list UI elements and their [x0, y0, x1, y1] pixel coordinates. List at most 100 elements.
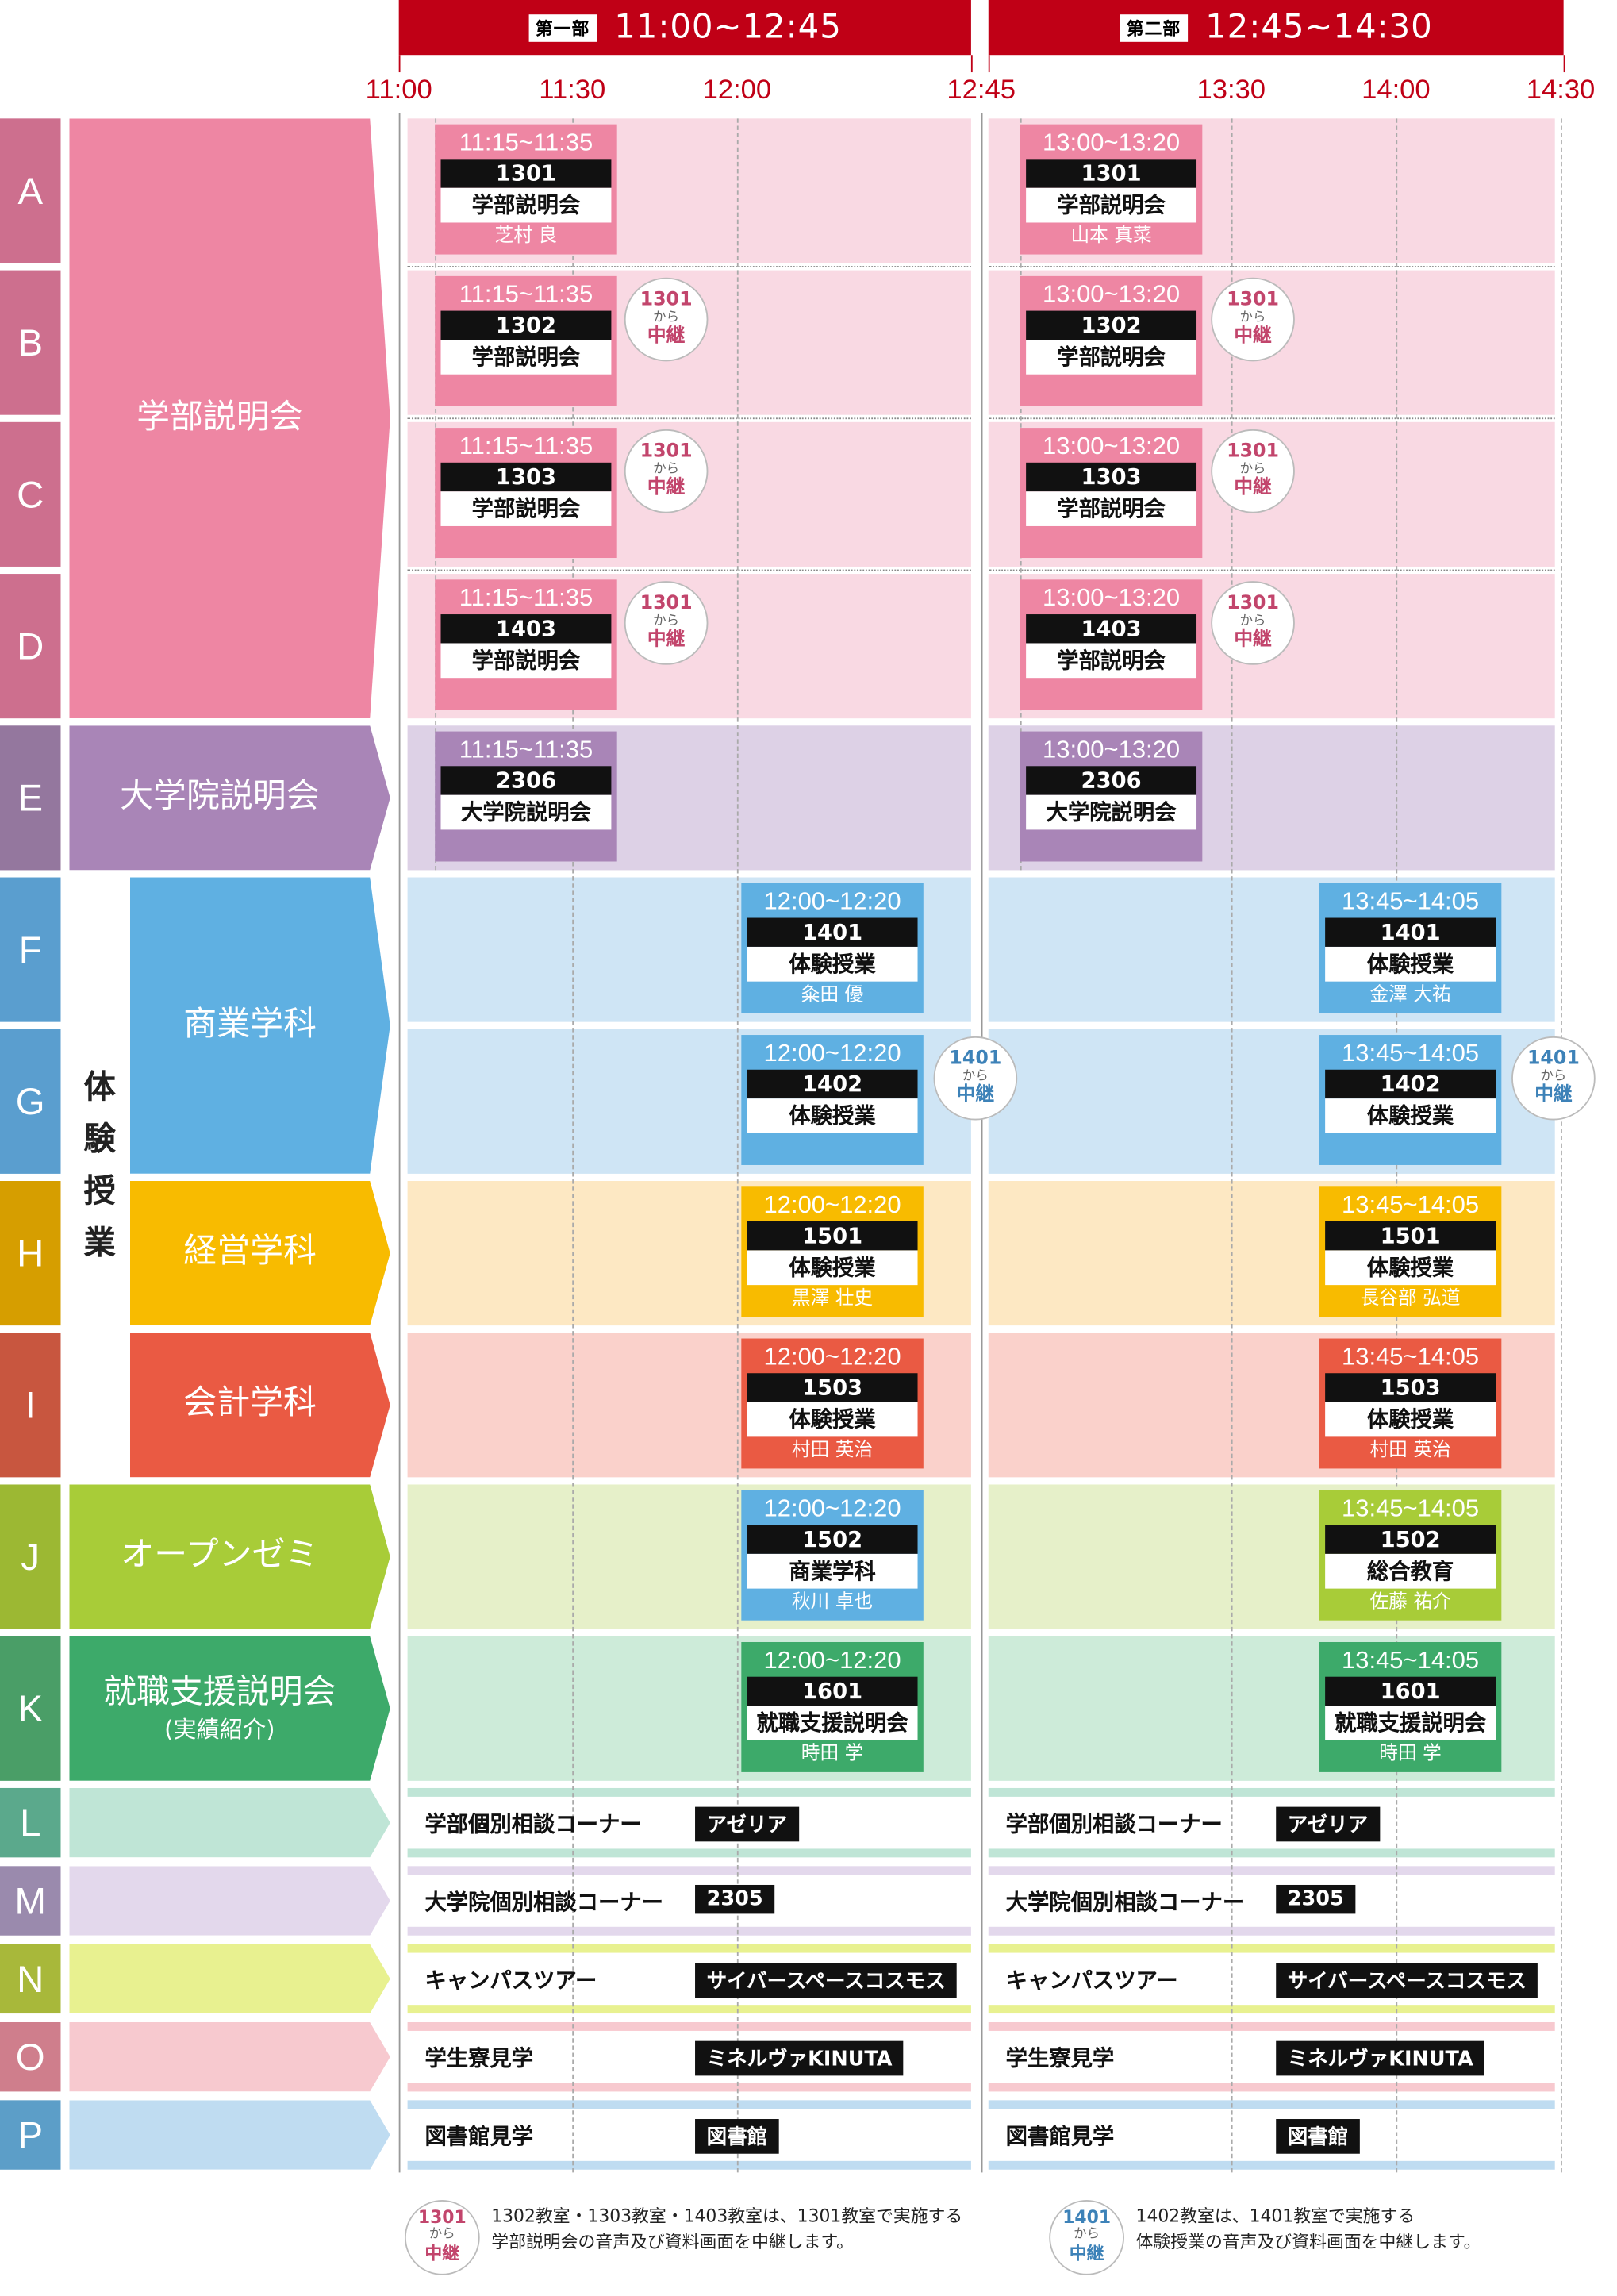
session-room: 1601	[1325, 1676, 1496, 1706]
session-time: 13:45~14:05	[1342, 1494, 1480, 1522]
row-label: J	[0, 1484, 61, 1629]
row-label: N	[0, 1944, 61, 2014]
category-arrow: オープンゼミ	[69, 1484, 390, 1629]
session-box: 13:45~14:05 1601 就職支援説明会 時田 学	[1319, 1641, 1502, 1772]
row-label: B	[0, 270, 61, 415]
session-lecturer: 黒澤 壮史	[791, 1287, 874, 1310]
session-time: 13:45~14:05	[1342, 1342, 1480, 1371]
relay-bubble: 1301 から 中継	[624, 429, 709, 513]
session-event: 総合教育	[1325, 1553, 1496, 1589]
grid-line-dashed	[736, 118, 739, 2173]
session-event: 体験授業	[747, 1402, 918, 1437]
session-event: 体験授業	[1325, 1098, 1496, 1133]
session-box: 11:15~11:35 1301 学部説明会 芝村 良	[435, 124, 617, 255]
row-label: F	[0, 877, 61, 1022]
session-box: 12:00~12:20 1401 体験授業 粂田 優	[741, 883, 924, 1013]
session-time: 11:15~11:35	[459, 736, 593, 763]
grid-line	[981, 113, 983, 2173]
row-label: G	[0, 1029, 61, 1174]
row-band-top	[407, 1787, 971, 1797]
relay-label: 中継	[1234, 477, 1272, 499]
session-room: 1302	[440, 310, 612, 340]
row-separator	[407, 569, 971, 571]
relay-room: 1301	[1227, 289, 1280, 311]
phase-tag: 第二部	[1119, 13, 1189, 41]
session-room: 2306	[1026, 766, 1197, 795]
corner-name: キャンパスツアー	[424, 1967, 597, 1994]
session-time: 13:00~13:20	[1043, 583, 1181, 612]
relay-from: から	[653, 462, 680, 478]
row-band-bottom	[988, 2160, 1555, 2170]
session-room: 1301	[440, 159, 612, 188]
row-band-bottom	[407, 1848, 971, 1858]
relay-label: 中継	[647, 629, 686, 651]
session-time: 12:00~12:20	[763, 1039, 901, 1067]
session-time: 13:45~14:05	[1342, 887, 1480, 915]
session-lecturer: 秋川 卓也	[791, 1591, 874, 1613]
relay-from: から	[1540, 1069, 1567, 1084]
session-time: 13:00~13:20	[1043, 129, 1181, 156]
footnote-badge: 1401 から 中継	[1049, 2200, 1124, 2275]
session-time: 12:00~12:20	[763, 1494, 901, 1522]
session-room: 1303	[1026, 462, 1197, 492]
relay-room: 1401	[1527, 1048, 1580, 1070]
category-label: 大学院説明会	[120, 777, 320, 816]
session-box: 13:00~13:20 1303 学部説明会	[1020, 428, 1203, 559]
session-lecturer: 時田 学	[1379, 1743, 1442, 1765]
session-room: 1601	[747, 1676, 918, 1706]
relay-label: 中継	[1234, 629, 1272, 651]
session-event: 学部説明会	[440, 340, 612, 375]
relay-room: 1301	[640, 440, 693, 463]
relay-bubble: 1301 から 中継	[624, 581, 709, 665]
time-label: 12:45	[947, 75, 1016, 106]
session-box: 13:00~13:20 1403 学部説明会	[1020, 579, 1203, 710]
time-label: 11:00	[365, 75, 432, 106]
session-box: 13:45~14:05 1401 体験授業 金澤 大祐	[1319, 883, 1502, 1013]
corner-room: ミネルヴァKINUTA	[695, 2040, 905, 2076]
session-box: 13:45~14:05 1402 体験授業	[1319, 1035, 1502, 1165]
corner-name: 学部個別相談コーナー	[1005, 1811, 1223, 1837]
session-room: 1401	[747, 917, 918, 947]
relay-room: 1301	[640, 592, 693, 615]
category-arrow: 大学院説明会	[69, 725, 390, 870]
session-room: 1501	[747, 1221, 918, 1251]
relay-label: 中継	[956, 1083, 995, 1106]
category-label: 学部説明会	[136, 398, 303, 437]
phase-tick	[988, 55, 990, 73]
row-band-top	[988, 1866, 1555, 1875]
session-time: 12:00~12:20	[763, 1646, 901, 1675]
session-event: 体験授業	[1325, 1402, 1496, 1437]
grid-line-dashed	[572, 118, 574, 2173]
category-vertical: 体験授業	[78, 1069, 114, 1279]
session-time: 12:00~12:20	[763, 1342, 901, 1371]
session-time: 11:15~11:35	[459, 280, 593, 308]
time-label: 14:30	[1526, 75, 1596, 106]
session-box: 13:00~13:20 2306 大学院説明会	[1020, 731, 1203, 862]
category-arrow: 就職支援説明会 (実績紹介)	[69, 1636, 390, 1781]
row-separator	[988, 417, 1555, 420]
session-time: 11:15~11:35	[459, 129, 593, 156]
phase-header: 第二部 12:45~14:30	[988, 0, 1564, 56]
relay-label: 中継	[1234, 325, 1272, 348]
relay-label: 中継	[647, 325, 686, 348]
category-label: 就職支援説明会	[103, 1673, 336, 1711]
row-label: A	[0, 118, 61, 263]
session-event: 学部説明会	[1026, 491, 1197, 526]
time-label: 11:30	[539, 75, 606, 106]
session-lecturer: 芝村 良	[494, 225, 558, 248]
session-room: 1501	[1325, 1221, 1496, 1251]
session-room: 1301	[1026, 159, 1197, 188]
session-lecturer: 粂田 優	[801, 984, 864, 1006]
row-band-bottom	[988, 2083, 1555, 2092]
row-band-bottom	[407, 2005, 971, 2014]
row-band-top	[407, 2021, 971, 2031]
session-time: 13:45~14:05	[1342, 1039, 1480, 1067]
phase-tag: 第一部	[528, 13, 597, 41]
session-box: 13:45~14:05 1501 体験授業 長谷部 弘道	[1319, 1186, 1502, 1317]
footnote-line2: 学部説明会の音声及び資料画面を中継します。	[491, 2232, 855, 2252]
corner-room: 図書館	[1276, 2119, 1360, 2154]
corner-name: 学生寮見学	[1005, 2045, 1115, 2071]
row-band-bottom	[988, 1848, 1555, 1858]
relay-label: 中継	[647, 477, 686, 499]
relay-from: から	[1239, 462, 1266, 478]
